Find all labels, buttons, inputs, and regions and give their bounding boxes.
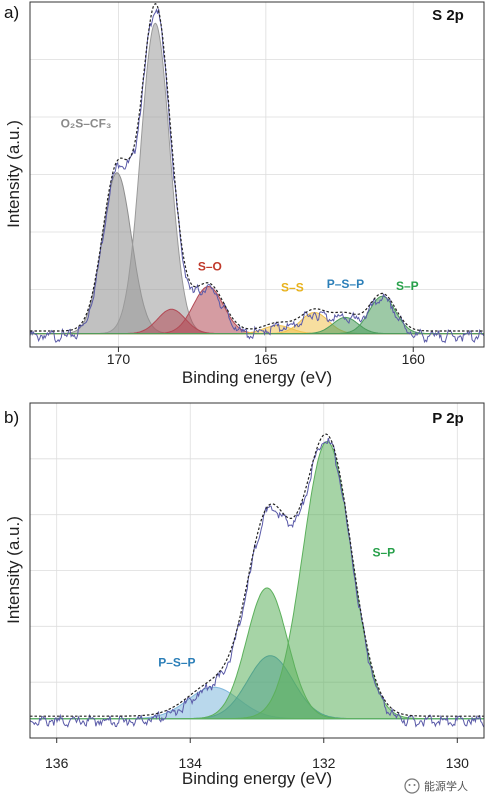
fit-peak-4 xyxy=(30,440,484,720)
plot-frame xyxy=(29,402,485,739)
x-tick-label: 132 xyxy=(312,755,336,771)
x-tick-label: 170 xyxy=(107,351,131,367)
peak-annotations: P–S–P S–P xyxy=(158,545,395,669)
x-axis-ticks: 170 165 160 xyxy=(107,347,425,367)
plot-frame xyxy=(29,1,485,348)
peak-annotation: S–O xyxy=(198,259,222,273)
x-tick-label: 134 xyxy=(179,755,203,771)
watermark-text: 能源学人 xyxy=(424,779,468,793)
peak-annotations: O₂S–CF₃ S–O S–S P–S–P S–P xyxy=(61,116,419,294)
y-axis-label: Intensity (a.u.) xyxy=(4,516,23,624)
panel-label: a) xyxy=(4,3,19,22)
fit-envelope-line xyxy=(30,2,484,332)
x-tick-label: 136 xyxy=(45,755,69,771)
y-axis-label: Intensity (a.u.) xyxy=(4,120,23,228)
x-axis-label: Binding energy (eV) xyxy=(182,368,332,387)
fit-peak-1 xyxy=(30,172,484,335)
raw-spectrum-line xyxy=(29,8,485,344)
p2p-panel: 136 134 132 130 b) P 2p Binding energy (eV) Int… xyxy=(4,402,485,788)
watermark: 能源学人 xyxy=(404,778,468,794)
x-tick-label: 165 xyxy=(254,351,278,367)
panel-label: b) xyxy=(4,408,19,427)
x-axis-ticks: 136 134 132 130 xyxy=(45,738,469,771)
panel-title: S 2p xyxy=(432,7,464,24)
x-tick-label: 160 xyxy=(402,351,426,367)
panel-title: P 2p xyxy=(432,410,463,427)
wechat-icon-dot-right xyxy=(413,784,416,786)
peak-annotation: P–S–P xyxy=(158,656,195,670)
peak-annotation: P–S–P xyxy=(327,277,364,291)
peak-annotation: O₂S–CF₃ xyxy=(61,116,112,130)
fit-peak-8 xyxy=(30,295,484,335)
peak-annotation: S–P xyxy=(373,545,396,559)
wechat-icon xyxy=(404,778,420,794)
peak-annotation: S–P xyxy=(396,279,419,293)
wechat-icon-dot-left xyxy=(408,784,411,786)
x-tick-label: 130 xyxy=(446,755,470,771)
fit-peak-3 xyxy=(30,587,484,720)
s2p-panel: 170 165 160 a) S 2p Binding energy (eV) Intens… xyxy=(4,1,485,387)
raw-spectrum-line xyxy=(29,437,485,728)
peak-annotation: S–S xyxy=(281,280,304,294)
fit-components xyxy=(30,440,484,720)
x-axis-label: Binding energy (eV) xyxy=(182,769,332,788)
